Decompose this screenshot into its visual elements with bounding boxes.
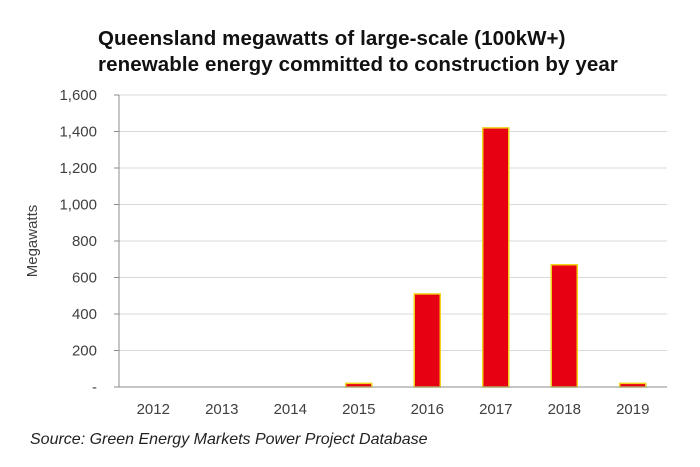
chart-title-line-1: Queensland megawatts of large-scale (100… [98, 27, 566, 50]
y-tick-label: 800 [72, 233, 97, 250]
chart-title-line-2: renewable energy committed to constructi… [98, 53, 618, 76]
y-tick-label: 200 [72, 343, 97, 360]
y-axis-label: Megawatts [24, 205, 41, 278]
y-tick-label: 1,200 [59, 160, 97, 177]
chart-title: Queensland megawatts of large-scale (100… [98, 26, 688, 78]
source-note: Source: Green Energy Markets Power Proje… [30, 431, 428, 448]
x-tick-label: 2014 [274, 401, 307, 418]
y-tick-label: 1,000 [59, 197, 97, 214]
x-tick-label: 2013 [205, 401, 238, 418]
bar [344, 382, 373, 388]
bar-chart: - 200 400 600 800 1,000 1,200 1,400 1,600 Megawat… [24, 87, 667, 418]
x-tick-label: 2016 [411, 401, 444, 418]
bar [550, 263, 579, 388]
x-tick-label: 2017 [479, 401, 512, 418]
bar [618, 382, 647, 388]
y-tick-label: 600 [72, 270, 97, 287]
y-tick-label: 400 [72, 306, 97, 323]
bar [413, 293, 442, 388]
bar [481, 127, 510, 388]
x-tick-label: 2015 [342, 401, 375, 418]
y-tick-label: - [92, 379, 97, 396]
y-tick-label: 1,400 [59, 124, 97, 141]
y-tick-label: 1,600 [59, 87, 97, 104]
x-tick-label: 2019 [616, 401, 649, 418]
x-tick-label: 2012 [137, 401, 170, 418]
x-tick-label: 2018 [548, 401, 581, 418]
